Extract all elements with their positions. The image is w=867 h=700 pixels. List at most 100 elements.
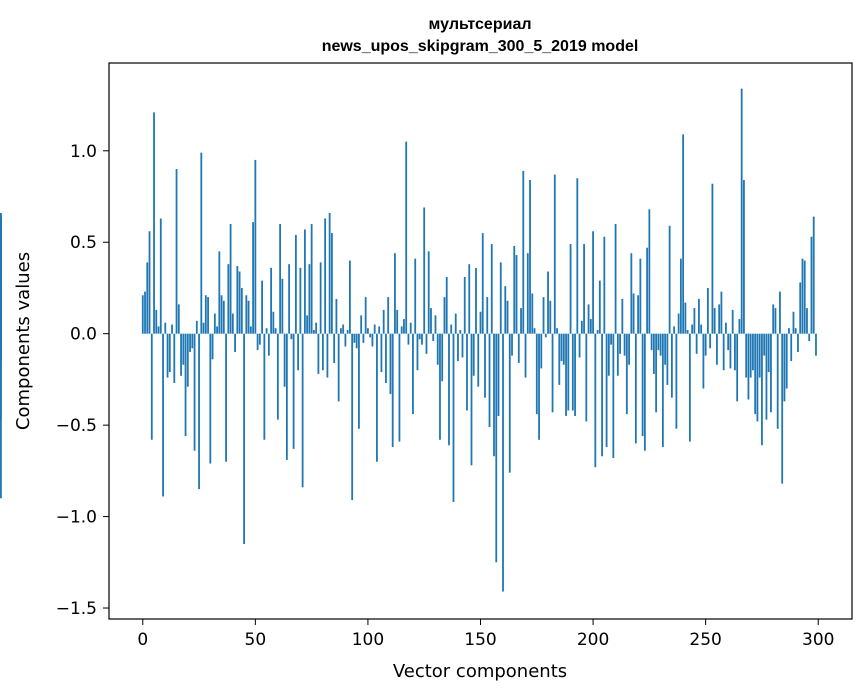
bar	[434, 315, 437, 334]
bar	[466, 333, 468, 411]
bar	[747, 333, 750, 400]
bar	[542, 297, 545, 334]
x-tick-label: 250	[689, 630, 721, 650]
bar	[808, 333, 811, 341]
bar	[171, 324, 173, 334]
bar	[387, 297, 390, 334]
bar	[236, 266, 239, 334]
bar	[258, 333, 261, 345]
bar	[797, 333, 799, 352]
bar	[490, 244, 493, 334]
bar	[659, 333, 662, 356]
bar	[340, 328, 342, 334]
bar	[560, 333, 563, 362]
bar	[592, 231, 594, 334]
bar	[794, 328, 797, 334]
bar	[218, 251, 221, 334]
bar	[405, 141, 408, 334]
bar	[648, 209, 651, 334]
bar	[409, 322, 412, 334]
bar	[193, 333, 196, 451]
bar	[364, 297, 367, 334]
bar	[688, 333, 691, 442]
bar	[303, 229, 306, 334]
bar	[222, 300, 225, 334]
bar	[634, 333, 637, 444]
bar	[616, 333, 619, 376]
bar	[598, 280, 601, 334]
bar	[711, 183, 714, 334]
bar	[306, 315, 309, 334]
bar	[493, 333, 495, 457]
bar	[240, 287, 243, 334]
bar	[513, 245, 516, 334]
y-tick-label: −1.0	[56, 508, 97, 528]
bar	[439, 333, 441, 440]
x-tick-label: 50	[245, 630, 267, 650]
bar	[486, 297, 489, 334]
bar	[328, 212, 331, 334]
bar	[285, 333, 288, 460]
bar	[625, 333, 628, 415]
bar	[763, 333, 766, 356]
y-tick-label: −0.5	[56, 416, 97, 436]
bar	[670, 333, 673, 398]
bar	[403, 319, 405, 334]
bar	[225, 333, 227, 462]
bar	[378, 326, 381, 334]
bar	[684, 302, 687, 334]
bar	[265, 328, 268, 334]
bar	[533, 328, 536, 334]
bar	[385, 333, 387, 384]
bar	[344, 333, 347, 347]
bar	[326, 333, 329, 378]
bar	[605, 333, 608, 448]
bar	[736, 333, 739, 402]
bar	[252, 222, 254, 334]
bar	[652, 333, 655, 374]
bar	[263, 333, 266, 440]
bar	[457, 333, 459, 362]
bar	[360, 315, 363, 334]
bar	[585, 333, 588, 422]
bar	[520, 308, 522, 334]
x-axis-ticks: 0 50 100 150 200 250 300	[137, 619, 834, 650]
bar	[774, 308, 777, 334]
bar	[544, 333, 547, 338]
y-tick-label: 0.5	[70, 233, 97, 253]
bar	[569, 244, 572, 334]
bar	[524, 333, 527, 378]
bar	[475, 267, 477, 334]
bar	[216, 326, 218, 334]
bar	[583, 244, 585, 334]
bar	[371, 333, 374, 347]
bar	[731, 309, 734, 334]
bar	[310, 223, 313, 334]
bar	[290, 333, 293, 340]
bar	[204, 295, 207, 334]
bar	[157, 326, 160, 334]
bar	[436, 333, 439, 365]
bar	[506, 300, 509, 334]
bar	[810, 236, 813, 334]
bar	[691, 324, 694, 334]
x-tick-label: 150	[464, 630, 496, 650]
bar	[668, 225, 671, 334]
bar	[664, 333, 667, 365]
bar	[425, 333, 428, 354]
bar	[394, 253, 396, 334]
bar	[373, 324, 376, 334]
bar	[351, 333, 354, 501]
bar	[765, 333, 768, 420]
bar	[502, 333, 504, 592]
bar	[738, 319, 741, 334]
bar	[407, 333, 410, 345]
bar	[254, 159, 257, 334]
bar	[337, 333, 340, 402]
bar	[580, 320, 583, 334]
bar	[801, 258, 804, 334]
bar	[164, 322, 167, 334]
bar	[369, 333, 372, 338]
bar	[391, 333, 394, 448]
bar	[331, 233, 333, 334]
